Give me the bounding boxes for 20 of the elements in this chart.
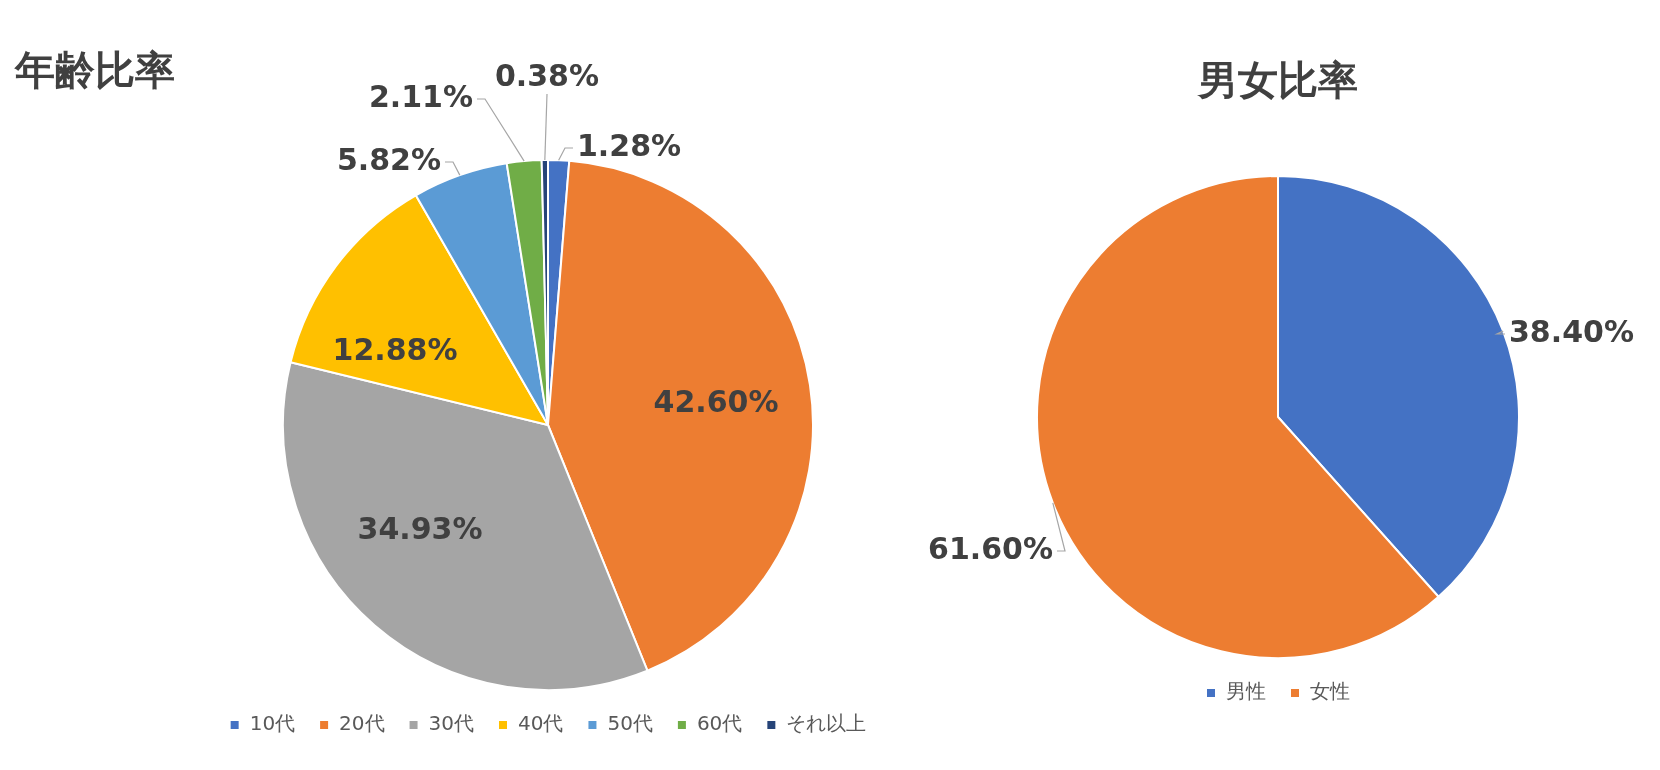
data-label: 38.40% (1509, 313, 1634, 349)
data-label: 42.60% (653, 383, 779, 419)
data-label: 1.28% (577, 127, 682, 163)
data-label: 12.88% (332, 331, 458, 367)
legend-label: 30代 (428, 711, 474, 736)
legend-label: 10代 (249, 711, 296, 736)
legend-label: 40代 (518, 711, 564, 736)
data-label: 0.38% (494, 57, 600, 93)
legend-label: 60代 (696, 711, 743, 736)
data-label: 2.11% (368, 78, 473, 114)
legend-label: 女性 (1310, 679, 1350, 704)
data-label: 34.93% (357, 510, 483, 546)
legend-label: 20代 (339, 711, 385, 736)
data-label: 61.60% (928, 530, 1053, 566)
chart-title: 年齢比率 (15, 46, 176, 94)
legend-label: 50代 (607, 711, 653, 736)
chart-title: 男女比率 (1196, 56, 1359, 104)
data-label: 5.82% (336, 141, 441, 177)
legend-label: それ以上 (786, 711, 867, 736)
legend-label: 男性 (1226, 679, 1266, 704)
